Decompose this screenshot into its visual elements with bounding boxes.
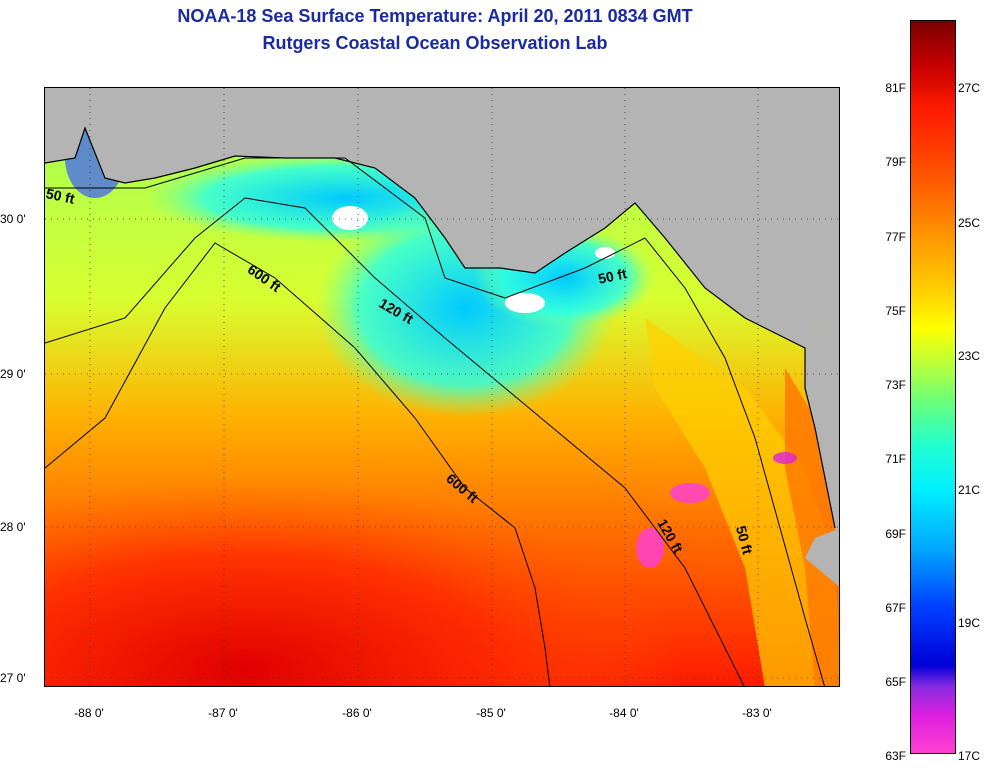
- contour-120ft: [45, 197, 745, 686]
- colorbar-f-63: 63F: [885, 749, 906, 763]
- lat-label-30: 30 0': [0, 212, 26, 226]
- colorbar-f-77: 77F: [885, 230, 906, 244]
- colorbar-c-21: 21C: [958, 483, 981, 497]
- colorbar-f-75: 75F: [885, 304, 906, 318]
- land-east-florida-south: [805, 528, 839, 587]
- lon-label-84: -84 0': [609, 706, 639, 720]
- colorbar-f-71: 71F: [885, 452, 906, 466]
- sst-map: [44, 87, 840, 687]
- coastline: [45, 126, 836, 529]
- lat-label-28: 28 0': [0, 520, 26, 534]
- east-coast-warm-band: [645, 318, 839, 686]
- colorbar-c-25: 25C: [958, 216, 981, 230]
- colorbar-c-27: 27C: [958, 81, 981, 95]
- cloud-3: [595, 247, 615, 259]
- cloud-2: [505, 293, 545, 313]
- cloud-1: [332, 206, 368, 230]
- colorbar-f-79: 79F: [885, 155, 906, 169]
- east-coast-orange: [785, 368, 839, 686]
- lon-label-83: -83 0': [742, 706, 772, 720]
- contour-600ft: [45, 242, 551, 686]
- contour-50ft-east: [644, 237, 825, 686]
- cold-patch-1: [670, 483, 710, 503]
- contour-50ft-north: [45, 157, 646, 299]
- land-east-florida: [805, 318, 839, 542]
- temperature-colorbar: [910, 20, 956, 754]
- colorbar-f-81: 81F: [885, 81, 906, 95]
- lon-label-85: -85 0': [476, 706, 506, 720]
- graticule: [45, 88, 839, 686]
- colorbar-f-65: 65F: [885, 675, 906, 689]
- cold-patch-3: [773, 452, 797, 464]
- cold-patch-2: [636, 528, 664, 568]
- colorbar-f-69: 69F: [885, 527, 906, 541]
- colorbar-c-17: 17C: [958, 749, 981, 763]
- land-north: [45, 88, 839, 348]
- colorbar-c-19: 19C: [958, 616, 981, 630]
- map-title: NOAA-18 Sea Surface Temperature: April 2…: [177, 6, 693, 26]
- colorbar-c-23: 23C: [958, 349, 981, 363]
- map-subtitle: Rutgers Coastal Ocean Observation Lab: [262, 33, 608, 53]
- lon-label-87: -87 0': [208, 706, 238, 720]
- colorbar-f-67: 67F: [885, 601, 906, 615]
- sst-map-canvas: [45, 88, 839, 686]
- lat-label-29: 29 0': [0, 367, 26, 381]
- lon-label-86: -86 0': [342, 706, 372, 720]
- lat-label-27: 27 0': [0, 671, 26, 685]
- lon-label-88: -88 0': [74, 706, 104, 720]
- colorbar-f-73: 73F: [885, 378, 906, 392]
